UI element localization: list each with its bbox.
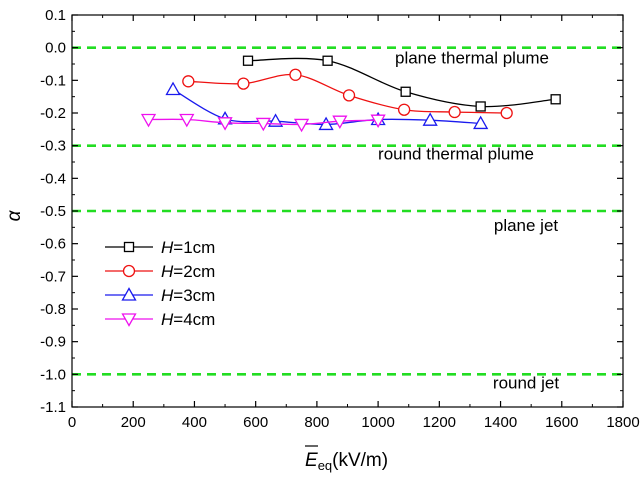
x-tick-label: 200: [121, 414, 146, 431]
y-tick-label: 0.0: [45, 40, 66, 57]
data-point: [182, 75, 195, 88]
data-point: [165, 81, 181, 96]
reference-lines: [72, 46, 623, 376]
x-tick-label: 1200: [423, 414, 456, 431]
data-point: [179, 113, 195, 128]
data-point: [500, 106, 513, 120]
y-tick-label: -1.0: [40, 366, 66, 383]
series-h1cm: [242, 55, 561, 112]
reference-line-label: round jet: [493, 373, 559, 392]
data-point: [293, 118, 310, 133]
data-point: [140, 113, 157, 128]
data-point: [473, 115, 489, 130]
data-series: [140, 55, 561, 133]
legend-marker: [121, 287, 137, 301]
data-point: [332, 115, 348, 129]
reference-line-labels: plane thermal plume round thermal plume pl…: [378, 49, 559, 393]
y-tick-label: -0.1: [40, 72, 66, 89]
legend-label-var: H: [161, 262, 174, 281]
svg-text:Eeq(kV/m): Eeq(kV/m): [305, 450, 388, 473]
y-tick-label: -0.9: [40, 334, 66, 351]
y-tick-label: -0.6: [40, 236, 66, 253]
data-point: [255, 117, 271, 132]
data-point: [397, 103, 411, 116]
x-tick-label: 1000: [361, 414, 394, 431]
legend-item: H=1cm: [105, 238, 215, 257]
legend-item: H=3cm: [105, 286, 215, 305]
legend-label-var: H: [161, 310, 174, 329]
x-axis-title-subscript: eq: [318, 458, 332, 473]
legend-marker: [121, 313, 137, 327]
y-tick-label: -0.2: [40, 105, 66, 122]
y-tick-label: 0.1: [45, 7, 66, 24]
legend-item: H=2cm: [105, 262, 215, 281]
legend-label: H=4cm: [161, 310, 215, 329]
x-axis-title-unit: (kV/m): [332, 450, 388, 471]
data-point: [475, 101, 486, 112]
legend-label-var: H: [161, 286, 174, 305]
legend-label-value: =4cm: [173, 310, 215, 329]
reference-line-label: plane thermal plume: [395, 49, 549, 68]
legend-marker: [123, 241, 135, 253]
x-tick-label: 400: [182, 414, 207, 431]
legend-label-value: =3cm: [173, 286, 215, 305]
data-point: [448, 105, 461, 119]
data-point: [318, 116, 334, 131]
data-point: [289, 68, 302, 81]
reference-line-label: plane jet: [494, 216, 559, 235]
legend-label-value: =1cm: [173, 238, 215, 257]
y-tick-label: -0.3: [40, 138, 66, 155]
y-tick-label: -0.4: [40, 170, 66, 187]
x-tick-label: 1600: [545, 414, 578, 431]
data-point: [422, 112, 438, 126]
y-tick-label: -1.1: [40, 399, 66, 416]
series-h2cm: [182, 68, 513, 120]
reference-line-label: round thermal plume: [378, 145, 534, 164]
data-point: [237, 77, 250, 90]
data-point: [400, 86, 411, 97]
legend-item: H=4cm: [105, 310, 215, 329]
x-tick-label: 600: [243, 414, 268, 431]
y-tick-label: -0.5: [40, 203, 66, 220]
data-point: [342, 89, 356, 102]
x-axis-title-symbol: E: [305, 450, 318, 471]
legend-label: H=1cm: [161, 238, 215, 257]
data-point: [242, 55, 254, 66]
data-point: [550, 94, 561, 105]
x-tick-label: 1800: [606, 414, 639, 431]
x-tick-label: 800: [304, 414, 329, 431]
data-point: [370, 114, 386, 129]
data-point: [322, 55, 333, 66]
legend-label-var: H: [161, 238, 174, 257]
legend-marker: [122, 264, 136, 278]
y-tick-label: -0.8: [40, 301, 66, 318]
x-tick-label: 0: [68, 414, 76, 431]
y-tick-label: -0.7: [40, 268, 66, 285]
legend-label: H=2cm: [161, 262, 215, 281]
legend-label-value: =2cm: [173, 262, 215, 281]
data-point: [217, 117, 233, 131]
y-axis-title: α: [4, 209, 25, 221]
series-h4cm: [140, 113, 386, 133]
x-axis-title: Eeq(kV/m): [305, 445, 388, 473]
x-tick-label: 1400: [484, 414, 517, 431]
legend-label: H=3cm: [161, 286, 215, 305]
axis-ticks: 0 200 400 600 800 1000 1200 1400 1600 1800 0.1 0.0 -…: [40, 7, 640, 431]
